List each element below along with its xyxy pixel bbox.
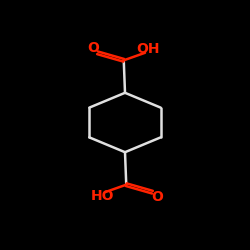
Text: O: O	[87, 41, 99, 55]
Text: HO: HO	[90, 189, 114, 203]
Text: OH: OH	[136, 42, 160, 56]
Text: O: O	[151, 190, 163, 204]
